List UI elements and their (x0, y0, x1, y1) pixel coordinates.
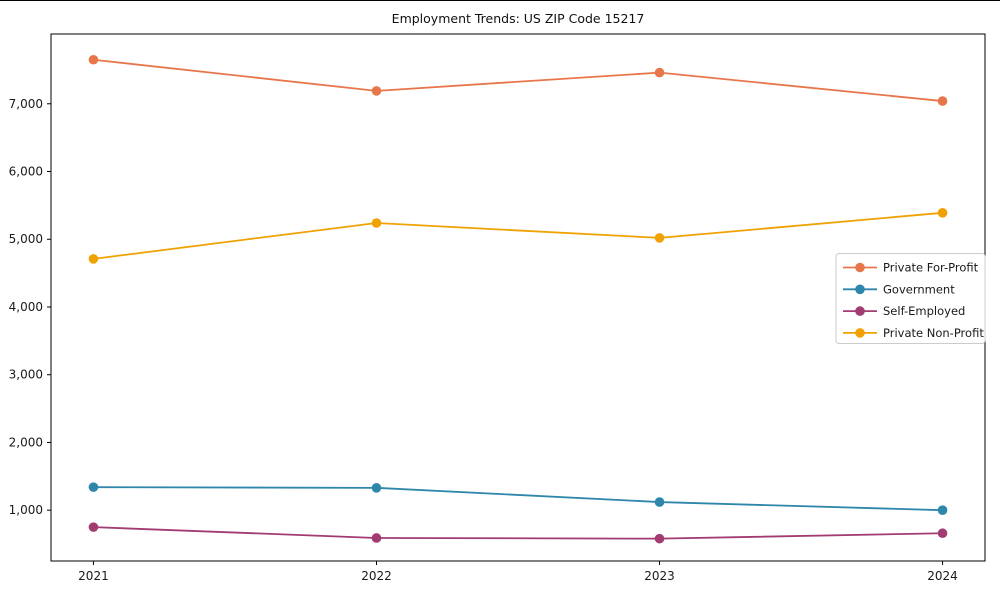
series-line-self-employed (93, 526, 943, 540)
legend-box (835, 253, 986, 344)
data-point-private-non-profit-2023 (654, 233, 665, 243)
legend-marker (855, 262, 865, 273)
data-point-self-employed-2021 (88, 522, 99, 532)
series-line-private-non-profit (93, 211, 943, 260)
legend-marker (855, 328, 865, 338)
data-point-government-2021 (88, 482, 99, 492)
legend-item-self-employed: Self-Employed (843, 304, 965, 318)
legend-item-private-for-profit: Private For-Profit (843, 261, 979, 275)
legend-marker (855, 284, 865, 295)
legend-marker (855, 306, 865, 316)
legend-item-private-non-profit: Private Non-Profit (843, 326, 984, 340)
data-point-private-for-profit-2022 (371, 86, 382, 96)
series-line-private-for-profit (93, 58, 943, 102)
y-tick-label: 1,000 (9, 503, 43, 517)
legend-label: Private Non-Profit (883, 326, 984, 340)
data-point-government-2022 (371, 483, 382, 493)
data-point-private-non-profit-2021 (88, 254, 99, 264)
legend-label: Self-Employed (883, 304, 965, 318)
legend-label: Government (883, 282, 955, 296)
data-point-self-employed-2024 (937, 528, 948, 539)
chart-title: Employment Trends: US ZIP Code 15217 (391, 11, 645, 26)
x-tick-label-2024: 2024 (927, 569, 958, 583)
y-tick-label: 6,000 (9, 165, 43, 179)
data-point-private-for-profit-2021 (88, 54, 99, 65)
data-point-self-employed-2022 (371, 533, 382, 543)
x-tick-label-2023: 2023 (644, 569, 675, 583)
data-point-private-for-profit-2024 (937, 96, 948, 106)
data-point-government-2024 (937, 505, 948, 515)
data-point-government-2023 (654, 497, 665, 507)
y-tick-label: 5,000 (9, 232, 43, 246)
data-point-private-for-profit-2023 (654, 67, 665, 78)
y-tick-label: 4,000 (9, 300, 43, 314)
legend-item-government: Government (843, 282, 955, 296)
series-line-government (93, 486, 943, 512)
y-tick-label: 2,000 (9, 435, 43, 449)
data-point-private-non-profit-2022 (371, 218, 382, 228)
y-tick-label: 3,000 (9, 368, 43, 382)
x-tick-label-2022: 2022 (361, 569, 392, 583)
x-tick-label-2021: 2021 (78, 569, 109, 583)
data-point-private-non-profit-2024 (937, 208, 948, 218)
data-point-self-employed-2023 (654, 533, 665, 544)
y-tick-label: 7,000 (9, 97, 43, 111)
legend-label: Private For-Profit (883, 261, 979, 275)
